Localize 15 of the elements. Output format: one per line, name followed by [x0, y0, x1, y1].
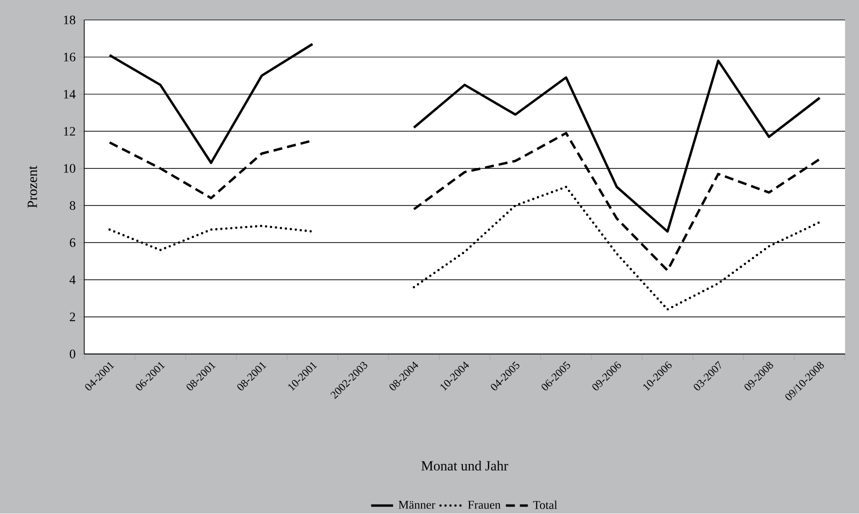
y-tick-label: 8 — [70, 201, 76, 210]
y-tick-label: 16 — [64, 52, 76, 62]
legend-label: Frauen — [468, 501, 501, 510]
y-tick-label: 4 — [70, 276, 76, 284]
y-tick-label: 6 — [70, 238, 76, 248]
y-tick-label: 12 — [64, 127, 76, 136]
legend-label: Männer — [398, 501, 436, 510]
y-axis-title: Prozent — [28, 166, 38, 208]
y-tick-label: 14 — [64, 90, 76, 99]
y-tick-label: 18 — [64, 16, 76, 25]
y-tick-label: 2 — [70, 312, 76, 322]
y-tick-label: 0 — [70, 350, 76, 359]
x-axis-title: Monat und Jahr — [421, 460, 508, 471]
y-tick-label: 10 — [64, 164, 76, 173]
legend-label: Total — [533, 500, 558, 510]
